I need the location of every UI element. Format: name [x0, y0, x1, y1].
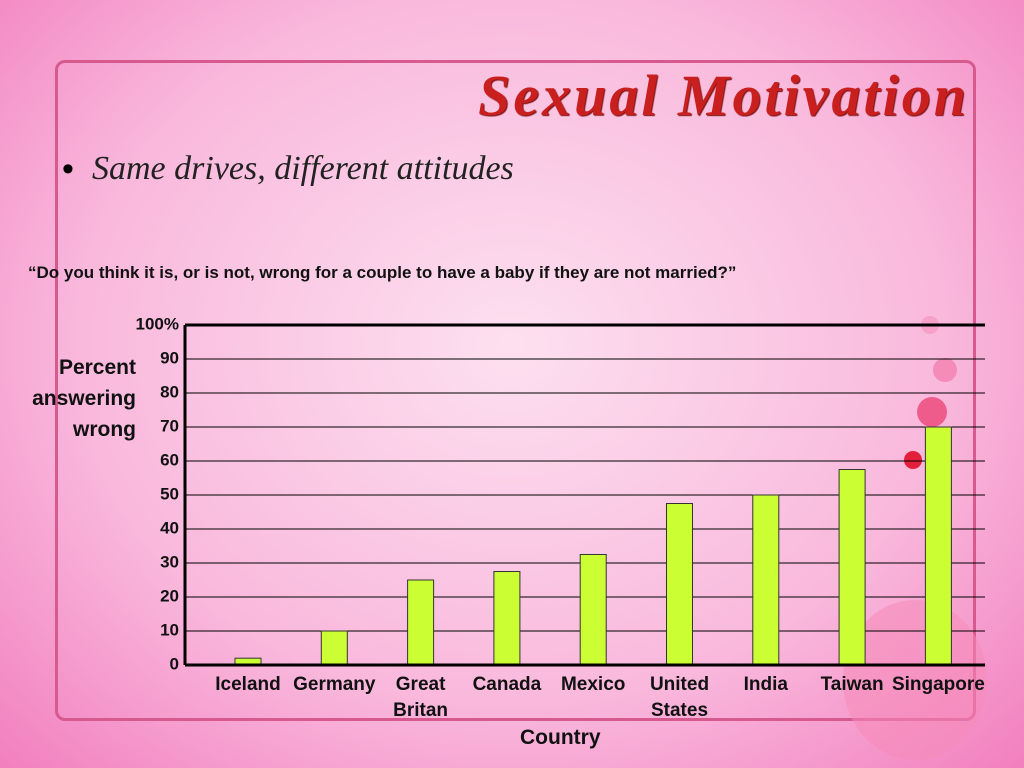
slide-frame: [55, 60, 976, 721]
x-tick-label: Singapore: [891, 674, 985, 695]
x-tick-label: Great Britan: [393, 674, 449, 721]
slide-title: Sexual Motivation: [478, 63, 969, 128]
y-tick-label: 80: [160, 382, 179, 401]
heart-decoration: [917, 397, 947, 427]
bar: [320, 630, 348, 666]
x-tick-label: India: [743, 674, 788, 695]
x-tick-label: Canada: [472, 674, 542, 695]
x-tick-label: United States: [649, 674, 710, 721]
y-tick-label: 50: [160, 484, 179, 503]
x-axis-label: Country: [520, 726, 601, 749]
y-tick-label: 100%: [136, 314, 179, 333]
heart-decoration: [904, 451, 922, 469]
y-axis-label: Percent answering wrong: [32, 356, 136, 441]
bar: [579, 554, 607, 666]
x-tick-label: Mexico: [560, 674, 626, 695]
heart-decoration: [933, 358, 957, 382]
y-tick-label: 20: [160, 586, 179, 605]
bar: [407, 579, 435, 666]
x-tick-label: Taiwan: [820, 674, 884, 695]
y-tick-label: 0: [170, 654, 179, 673]
y-tick-label: 30: [160, 552, 179, 571]
bar: [666, 503, 693, 666]
bullet-text: Same drives, different attitudes: [92, 150, 514, 187]
x-tick-label: Iceland: [215, 674, 281, 695]
y-tick-label: 90: [160, 348, 179, 367]
y-tick-label: 60: [160, 450, 179, 469]
bar: [838, 469, 866, 666]
y-tick-label: 10: [160, 620, 179, 639]
bullet-dot: •: [62, 150, 74, 188]
chart-title: “Do you think it is, or is not, wrong fo…: [28, 263, 737, 282]
y-tick-label: 40: [160, 518, 179, 537]
bar: [493, 571, 521, 666]
x-tick-label: Germany: [293, 674, 376, 695]
bar: [752, 494, 780, 666]
bar: [924, 426, 952, 666]
y-tick-label: 70: [160, 416, 179, 435]
